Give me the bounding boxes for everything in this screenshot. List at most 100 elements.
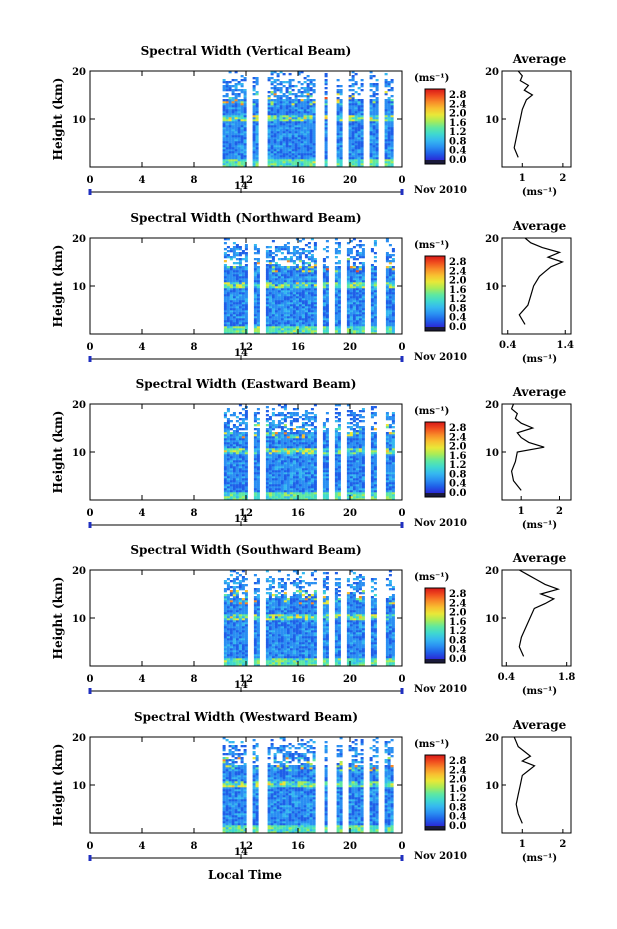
heatmap-cell: [265, 276, 269, 279]
heatmap-cell: [276, 87, 280, 90]
heatmap-cell: [292, 324, 296, 327]
heatmap-cell: [255, 93, 259, 96]
heatmap-cell: [223, 252, 227, 255]
heatmap-cell: [360, 133, 364, 136]
heatmap-cell: [232, 282, 236, 285]
heatmap-cell: [244, 298, 248, 301]
heatmap-cell: [358, 300, 362, 303]
heatmap-cell: [229, 314, 233, 317]
heatmap-cell: [337, 438, 341, 441]
heatmap-cell: [256, 424, 260, 427]
heatmap-cell: [294, 161, 298, 164]
heatmap-cell: [243, 133, 247, 136]
heatmap-cell: [301, 308, 305, 311]
heatmap-cell: [223, 280, 227, 283]
heatmap-cell: [355, 446, 359, 449]
heatmap-cell: [297, 101, 301, 104]
heatmap-cell: [277, 444, 281, 447]
heatmap-cell: [325, 434, 329, 437]
heatmap-cell: [309, 151, 313, 154]
heatmap-cell: [310, 444, 314, 447]
heatmap-cell: [225, 113, 229, 116]
heatmap-cell: [226, 490, 230, 493]
heatmap-cell: [226, 454, 230, 457]
heatmap-cell: [369, 155, 373, 158]
heatmap-cell: [280, 452, 284, 455]
heatmap-cell: [372, 121, 376, 124]
heatmap-cell: [313, 322, 317, 325]
heatmap-cell: [268, 442, 272, 445]
heatmap-cell: [304, 412, 308, 415]
heatmap-cell: [241, 470, 245, 473]
average-x-label: (ms⁻¹): [522, 187, 557, 198]
heatmap-cell: [277, 432, 281, 435]
heatmap-cell: [231, 165, 235, 168]
heatmap-cell: [372, 125, 376, 128]
heatmap-cell: [286, 304, 290, 307]
heatmap-cell: [310, 486, 314, 489]
heatmap-cell: [277, 474, 281, 477]
heatmap-cell: [280, 454, 284, 457]
heatmap-cell: [238, 484, 242, 487]
heatmap-cell: [301, 248, 305, 251]
heatmap-cell: [370, 286, 374, 289]
heatmap-cell: [337, 496, 341, 499]
heatmap-cell: [285, 89, 289, 92]
heatmap-cell: [270, 87, 274, 90]
heatmap-cell: [352, 428, 356, 431]
heatmap-cell: [253, 294, 257, 297]
heatmap-cell: [346, 478, 350, 481]
heatmap-cell: [282, 107, 286, 110]
heatmap-cell: [286, 440, 290, 443]
heatmap-cell: [300, 111, 304, 114]
avg-x-tick-label: 0.4: [499, 340, 516, 351]
heatmap-cell: [361, 442, 365, 445]
heatmap-cell: [295, 456, 299, 459]
heatmap-cell: [349, 496, 353, 499]
heatmap-cell: [324, 139, 328, 142]
heatmap-cell: [301, 476, 305, 479]
heatmap-cell: [268, 478, 272, 481]
heatmap-cell: [231, 123, 235, 126]
heatmap-cell: [244, 446, 248, 449]
heatmap-cell: [375, 137, 379, 140]
heatmap-cell: [375, 161, 379, 164]
heatmap-cell: [265, 432, 269, 435]
heatmap-cell: [361, 434, 365, 437]
heatmap-cell: [369, 145, 373, 148]
heatmap-cell: [226, 474, 230, 477]
heatmap-cell: [307, 320, 311, 323]
heatmap-cell: [274, 434, 278, 437]
heatmap-cell: [303, 147, 307, 150]
heatmap-cell: [267, 91, 271, 94]
heatmap-cell: [385, 304, 389, 307]
heatmap-cell: [238, 488, 242, 491]
heatmap-cell: [267, 131, 271, 134]
heatmap-cell: [295, 440, 299, 443]
heatmap-cell: [361, 272, 365, 275]
heatmap-cell: [235, 462, 239, 465]
heatmap-cell: [358, 292, 362, 295]
heatmap-cell: [244, 480, 248, 483]
heatmap-cell: [325, 436, 329, 439]
heatmap-cell: [384, 93, 388, 96]
heatmap-cell: [243, 129, 247, 132]
heatmap-cell: [373, 310, 377, 313]
heatmap-cell: [241, 462, 245, 465]
heatmap-cell: [324, 159, 328, 162]
heatmap-cell: [243, 109, 247, 112]
heatmap-cell: [292, 480, 296, 483]
heatmap-cell: [306, 151, 310, 154]
heatmap-cell: [355, 272, 359, 275]
heatmap-cell: [279, 165, 283, 168]
heatmap-cell: [292, 414, 296, 417]
heatmap-cell: [229, 304, 233, 307]
heatmap-cell: [324, 155, 328, 158]
heatmap-cell: [235, 258, 239, 261]
heatmap-cell: [285, 87, 289, 90]
heatmap-cell: [270, 147, 274, 150]
heatmap-cell: [301, 454, 305, 457]
heatmap-cell: [307, 494, 311, 497]
heatmap-cell: [280, 464, 284, 467]
heatmap-cell: [288, 101, 292, 104]
